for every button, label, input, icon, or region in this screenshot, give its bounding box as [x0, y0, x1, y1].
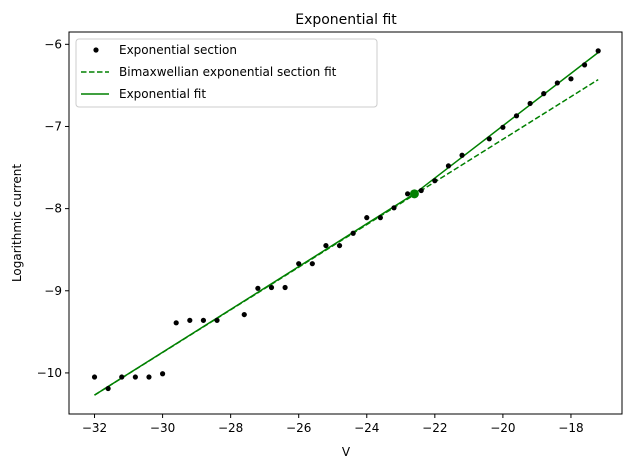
data-point-15	[309, 261, 315, 267]
data-point-11	[255, 285, 261, 291]
data-point-17	[336, 242, 343, 249]
legend-box	[75, 38, 378, 108]
y-axis-label: Logarithmic current	[10, 164, 24, 282]
data-point-33	[568, 76, 574, 82]
data-point-28	[500, 124, 506, 130]
x-axis: −32 −30 −28 −26 −24 −22 −20 −18	[82, 414, 584, 435]
x-tick-label: −24	[354, 421, 379, 435]
data-point-22	[405, 191, 411, 197]
x-tick-label: −20	[490, 421, 515, 435]
data-point-23	[418, 187, 424, 194]
data-point-12	[268, 284, 275, 291]
data-point-24	[432, 178, 438, 184]
y-tick-label: −6	[44, 37, 62, 51]
data-point-9	[214, 317, 220, 323]
data-point-2	[119, 374, 125, 380]
legend-label-exponential-fit: Exponential fit	[119, 87, 206, 101]
data-point-26	[459, 152, 465, 158]
y-tick-label: −7	[44, 119, 62, 133]
data-point-21	[391, 205, 397, 211]
plot-frame	[68, 31, 623, 415]
y-tick-label: −9	[44, 284, 62, 298]
data-point-25	[445, 163, 452, 169]
data-point-34	[581, 62, 588, 68]
data-point-7	[187, 317, 193, 323]
data-point-1	[105, 385, 111, 392]
y-axis: −10 −9 −8 −7 −6	[37, 37, 69, 380]
data-point-18	[350, 230, 356, 236]
data-point-30	[527, 100, 533, 107]
legend-label-bimaxwellian-fit: Bimaxwellian exponential section fit	[119, 65, 337, 79]
x-tick-label: −30	[150, 421, 175, 435]
legend-label-exponential-section: Exponential section	[119, 43, 237, 57]
x-tick-label: −32	[82, 421, 107, 435]
data-point-4	[146, 374, 152, 380]
y-tick-label: −10	[37, 366, 62, 380]
legend-marker-exponential-section	[93, 47, 99, 53]
plot-area	[91, 48, 601, 396]
data-point-8	[200, 317, 207, 323]
x-tick-label: −28	[218, 421, 243, 435]
intersection-point	[409, 189, 419, 199]
data-point-35	[595, 48, 601, 54]
data-point-10	[241, 311, 247, 318]
data-point-14	[296, 261, 302, 267]
x-axis-label: V	[342, 445, 351, 459]
legend: Exponential section Bimaxwellian exponen…	[75, 38, 378, 108]
x-tick-label: −26	[286, 421, 311, 435]
data-point-0	[91, 374, 98, 380]
y-tick-label: −8	[44, 202, 62, 216]
chart-title: Exponential fit	[295, 12, 397, 28]
data-point-3	[132, 374, 138, 380]
x-tick-label: −18	[558, 421, 583, 435]
data-point-16	[323, 242, 329, 249]
data-point-6	[173, 320, 179, 326]
data-point-27	[486, 136, 492, 142]
x-tick-label: −22	[422, 421, 447, 435]
data-point-32	[554, 80, 560, 86]
data-point-20	[377, 215, 383, 221]
data-point-5	[159, 371, 166, 377]
data-point-29	[513, 113, 520, 119]
data-point-31	[541, 91, 547, 97]
data-point-13	[282, 284, 288, 291]
data-point-19	[364, 215, 370, 221]
